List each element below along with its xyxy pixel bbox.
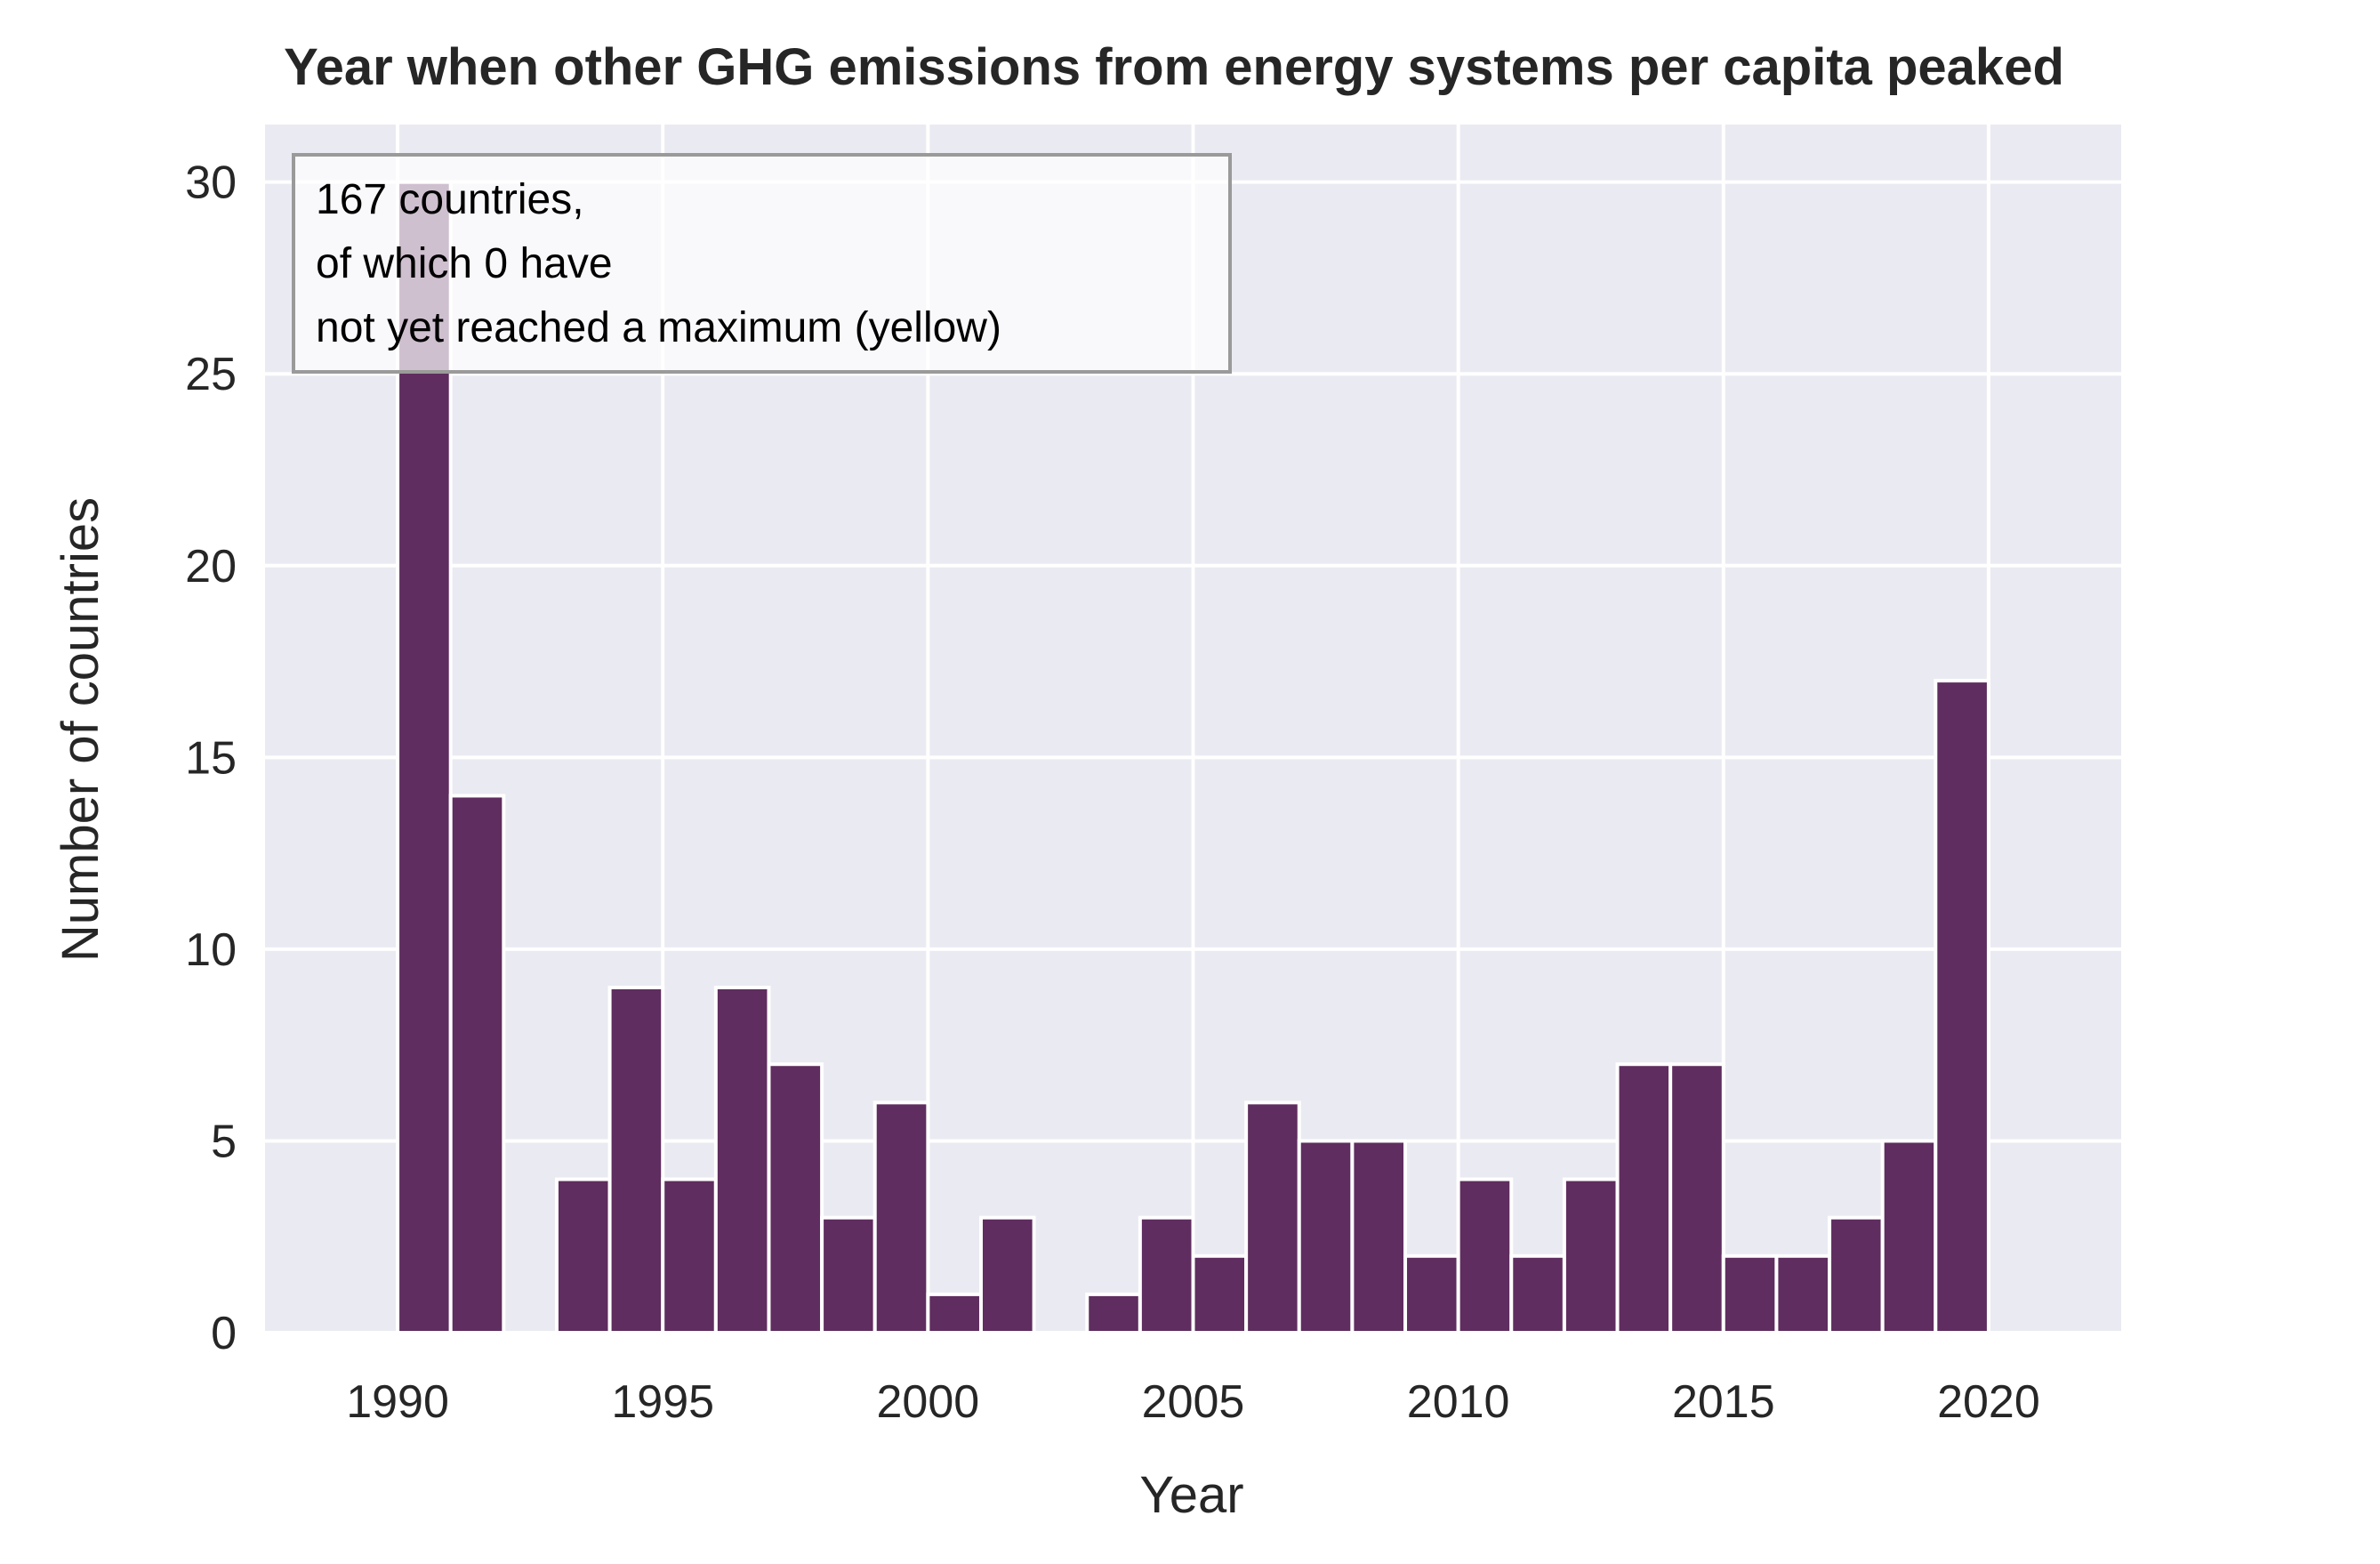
bar-2018 — [1880, 1139, 1938, 1335]
y-tick-label: 10 — [185, 924, 237, 976]
y-tick-label: 5 — [211, 1116, 237, 1167]
x-axis-label: Year — [1139, 1466, 1243, 1524]
x-tick-label: 1990 — [346, 1376, 449, 1428]
bar-1996 — [713, 986, 771, 1334]
x-tick-labels: 1990 1995 2000 2005 2010 2015 2020 — [346, 1376, 2040, 1428]
bar-2009 — [1403, 1254, 1460, 1335]
y-axis-label: Number of countries — [52, 497, 109, 962]
x-tick-label: 1995 — [611, 1376, 714, 1428]
bar-1990 — [396, 180, 453, 1335]
bars — [396, 180, 1990, 1335]
y-tick-label: 20 — [185, 541, 237, 593]
bar-1995 — [661, 1177, 718, 1334]
x-tick-label: 2005 — [1142, 1376, 1245, 1428]
bar-2006 — [1244, 1100, 1301, 1335]
bar-2010 — [1456, 1177, 1514, 1334]
summary-annotation: 167 countries, of which 0 have not yet r… — [292, 153, 1232, 374]
bar-2015 — [1721, 1254, 1779, 1335]
y-tick-label: 25 — [185, 349, 237, 400]
bar-2012 — [1562, 1177, 1620, 1334]
y-tick-label: 30 — [185, 157, 237, 209]
bar-2014 — [1668, 1062, 1725, 1334]
bar-1994 — [607, 986, 665, 1334]
bar-2001 — [978, 1215, 1036, 1334]
annotation-line-2: of which 0 have — [316, 240, 613, 287]
bar-1991 — [448, 794, 506, 1334]
bar-2008 — [1350, 1139, 1408, 1335]
bar-1993 — [554, 1177, 612, 1334]
y-tick-label: 0 — [211, 1308, 237, 1359]
bar-1997 — [767, 1062, 824, 1334]
bar-2019 — [1934, 679, 1990, 1334]
bar-2000 — [926, 1292, 983, 1335]
bar-2005 — [1191, 1254, 1249, 1335]
bar-2017 — [1828, 1215, 1885, 1334]
y-tick-label: 15 — [185, 732, 237, 784]
x-tick-label: 2010 — [1407, 1376, 1510, 1428]
chart-title: Year when other GHG emissions from energ… — [284, 38, 2064, 96]
annotation-box — [292, 153, 1232, 374]
bar-2007 — [1297, 1139, 1355, 1335]
bar-2013 — [1615, 1062, 1673, 1334]
annotation-line-1: 167 countries, — [316, 176, 584, 223]
bar-1999 — [872, 1100, 930, 1335]
bar-2016 — [1774, 1254, 1832, 1335]
x-tick-label: 2020 — [1937, 1376, 2040, 1428]
bar-2004 — [1138, 1215, 1195, 1334]
annotation-line-3: not yet reached a maximum (yellow) — [316, 304, 1001, 351]
bar-1998 — [820, 1215, 877, 1334]
x-tick-label: 2015 — [1672, 1376, 1775, 1428]
bar-2003 — [1085, 1292, 1142, 1335]
x-tick-label: 2000 — [877, 1376, 980, 1428]
y-tick-labels: 0 5 10 15 20 25 30 — [185, 157, 237, 1359]
bar-2011 — [1509, 1254, 1566, 1335]
